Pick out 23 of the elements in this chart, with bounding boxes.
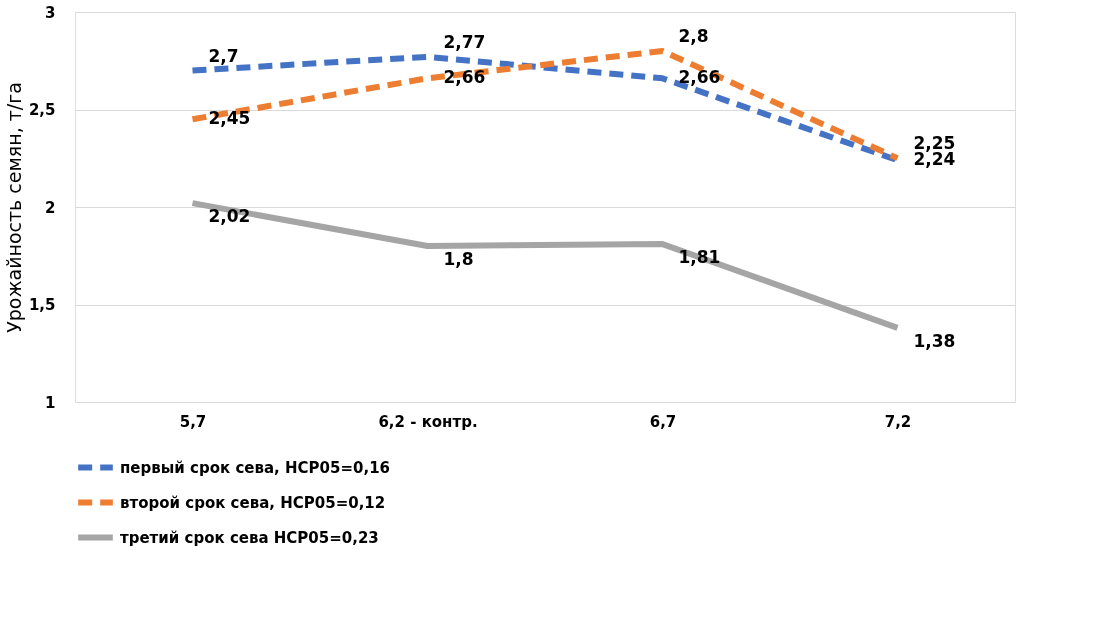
- x-tick-label: 7,2: [884, 412, 912, 431]
- data-label: 1,8: [443, 249, 474, 269]
- data-label: 2,77: [443, 31, 486, 52]
- data-label: 2,8: [678, 26, 709, 46]
- y-axis-title: Урожайность семян, т/га: [2, 82, 25, 333]
- x-tick-label: 6,7: [649, 412, 677, 431]
- y-tick-label: 3: [45, 3, 56, 22]
- legend-label: второй срок сева, НСР05=0,12: [120, 493, 386, 512]
- x-tick-label: 6,2 - контр.: [378, 412, 478, 431]
- legend-label: первый срок сева, НСР05=0,16: [120, 458, 391, 477]
- data-label: 2,66: [678, 67, 721, 88]
- data-label: 2,7: [208, 45, 239, 66]
- data-label: 2,45: [208, 108, 251, 129]
- y-tick-label: 2,5: [28, 101, 56, 119]
- y-tick-label: 2: [45, 198, 56, 217]
- legend-label: третий срок сева НСР05=0,23: [120, 528, 379, 547]
- data-label: 1,81: [678, 247, 721, 268]
- data-label: 2,25: [913, 133, 956, 154]
- data-label: 1,38: [913, 330, 956, 351]
- x-tick-label: 5,7: [179, 412, 207, 431]
- y-tick-label: 1: [45, 393, 56, 412]
- y-tick-label: 1,5: [28, 296, 56, 314]
- data-label: 2,02: [208, 206, 251, 227]
